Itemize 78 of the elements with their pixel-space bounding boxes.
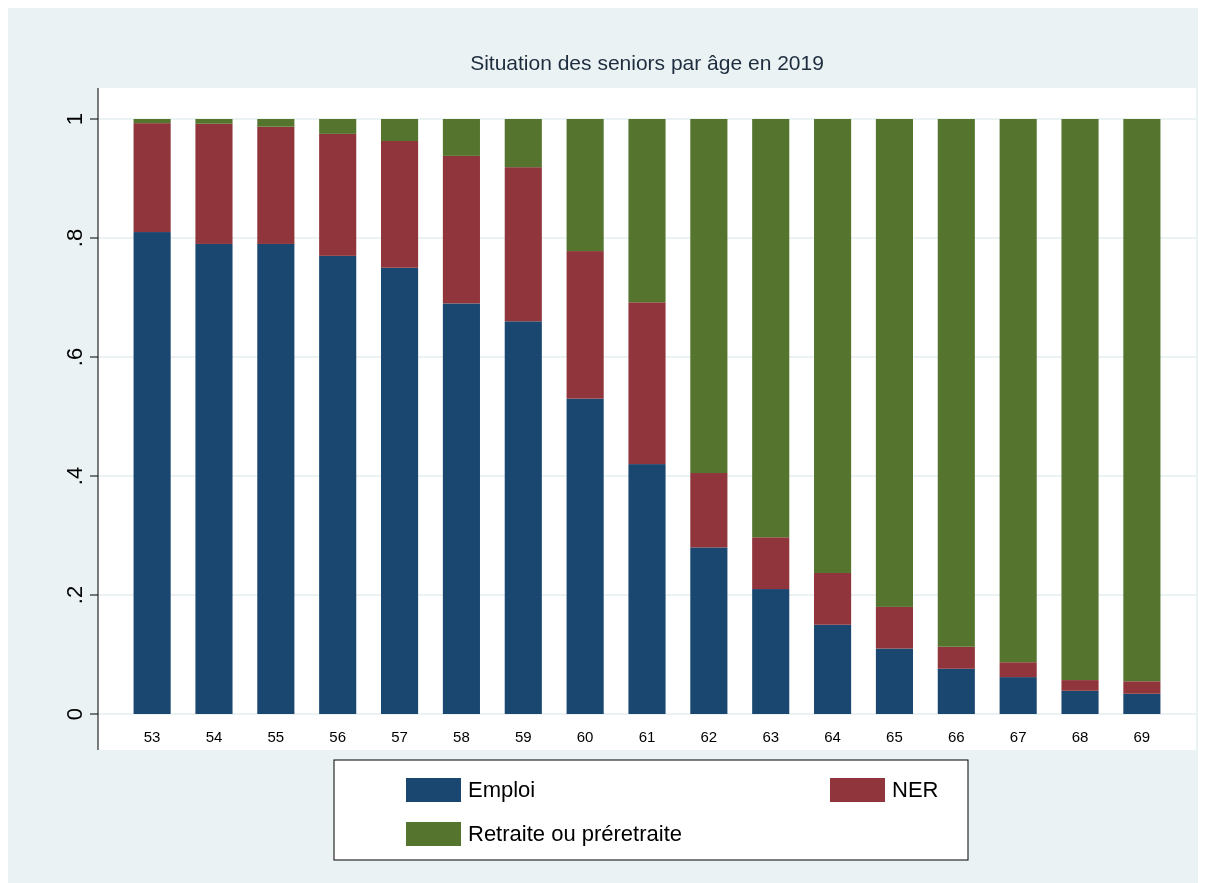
bar bbox=[1061, 690, 1099, 714]
bar bbox=[504, 167, 542, 322]
bar bbox=[690, 473, 728, 548]
bar bbox=[628, 119, 666, 303]
bar bbox=[814, 572, 852, 625]
bar bbox=[133, 123, 171, 233]
legend-label: Retraite ou préretraite bbox=[468, 821, 682, 846]
bar bbox=[752, 537, 790, 590]
bar bbox=[504, 119, 542, 168]
y-tick-label: 1 bbox=[62, 112, 87, 126]
bar bbox=[195, 123, 233, 244]
bar bbox=[257, 119, 295, 127]
x-tick-label: 66 bbox=[947, 728, 965, 745]
bar bbox=[999, 662, 1037, 678]
x-tick-label: 59 bbox=[514, 728, 532, 745]
x-tick-label: 56 bbox=[329, 728, 347, 745]
bar bbox=[875, 648, 913, 714]
y-tick-label: .6 bbox=[62, 347, 87, 367]
x-tick-label: 61 bbox=[638, 728, 656, 745]
bar bbox=[195, 243, 233, 714]
legend-label: NER bbox=[892, 777, 939, 802]
bar bbox=[752, 589, 790, 714]
bar bbox=[566, 251, 604, 399]
x-tick-label: 57 bbox=[391, 728, 408, 745]
y-tick-label: .4 bbox=[62, 466, 87, 486]
bar bbox=[937, 646, 975, 669]
x-tick-label: 55 bbox=[267, 728, 285, 745]
bar bbox=[504, 321, 542, 714]
bar bbox=[628, 464, 666, 714]
bar bbox=[999, 119, 1037, 663]
bar bbox=[195, 119, 233, 124]
bar bbox=[257, 243, 295, 714]
bar bbox=[1123, 681, 1161, 694]
x-tick-label: 64 bbox=[824, 728, 841, 745]
bar bbox=[133, 119, 171, 124]
x-tick-label: 65 bbox=[886, 728, 903, 745]
chart-title: Situation des seniors par âge en 2019 bbox=[470, 51, 824, 74]
x-tick-label: 63 bbox=[762, 728, 780, 745]
x-tick-label: 68 bbox=[1071, 728, 1089, 745]
legend-label: Emploi bbox=[468, 777, 536, 802]
bar bbox=[133, 232, 171, 714]
bar bbox=[1123, 119, 1161, 682]
bar bbox=[381, 267, 419, 714]
x-tick-label: 58 bbox=[453, 728, 470, 745]
bar bbox=[752, 119, 790, 538]
x-tick-label: 54 bbox=[205, 728, 223, 745]
bar bbox=[566, 398, 604, 714]
y-tick-label: 0 bbox=[62, 707, 87, 721]
bar bbox=[875, 119, 913, 607]
bar bbox=[442, 119, 480, 156]
x-tick-label: 60 bbox=[576, 728, 594, 745]
bar bbox=[319, 255, 357, 714]
bar bbox=[690, 119, 728, 474]
bar bbox=[875, 606, 913, 649]
bar bbox=[381, 119, 419, 142]
bar bbox=[319, 119, 357, 134]
bar bbox=[319, 133, 357, 256]
y-tick-label: .2 bbox=[62, 585, 87, 605]
bar bbox=[442, 303, 480, 714]
bar bbox=[1123, 693, 1161, 714]
bar bbox=[937, 119, 975, 647]
x-tick-label: 69 bbox=[1133, 728, 1151, 745]
bar bbox=[1061, 680, 1099, 691]
x-tick-label: 67 bbox=[1009, 728, 1027, 745]
bar bbox=[442, 155, 480, 304]
bar bbox=[1061, 119, 1099, 681]
x-tick-label: 62 bbox=[700, 728, 718, 745]
bar bbox=[999, 677, 1037, 714]
bar bbox=[628, 302, 666, 465]
bar bbox=[257, 126, 295, 244]
y-tick-label: .8 bbox=[62, 228, 87, 248]
bar bbox=[381, 141, 419, 268]
bar bbox=[690, 547, 728, 714]
bar bbox=[937, 668, 975, 714]
bar bbox=[566, 119, 604, 252]
bar bbox=[814, 624, 852, 714]
bar bbox=[814, 119, 852, 573]
x-tick-label: 53 bbox=[143, 728, 161, 745]
